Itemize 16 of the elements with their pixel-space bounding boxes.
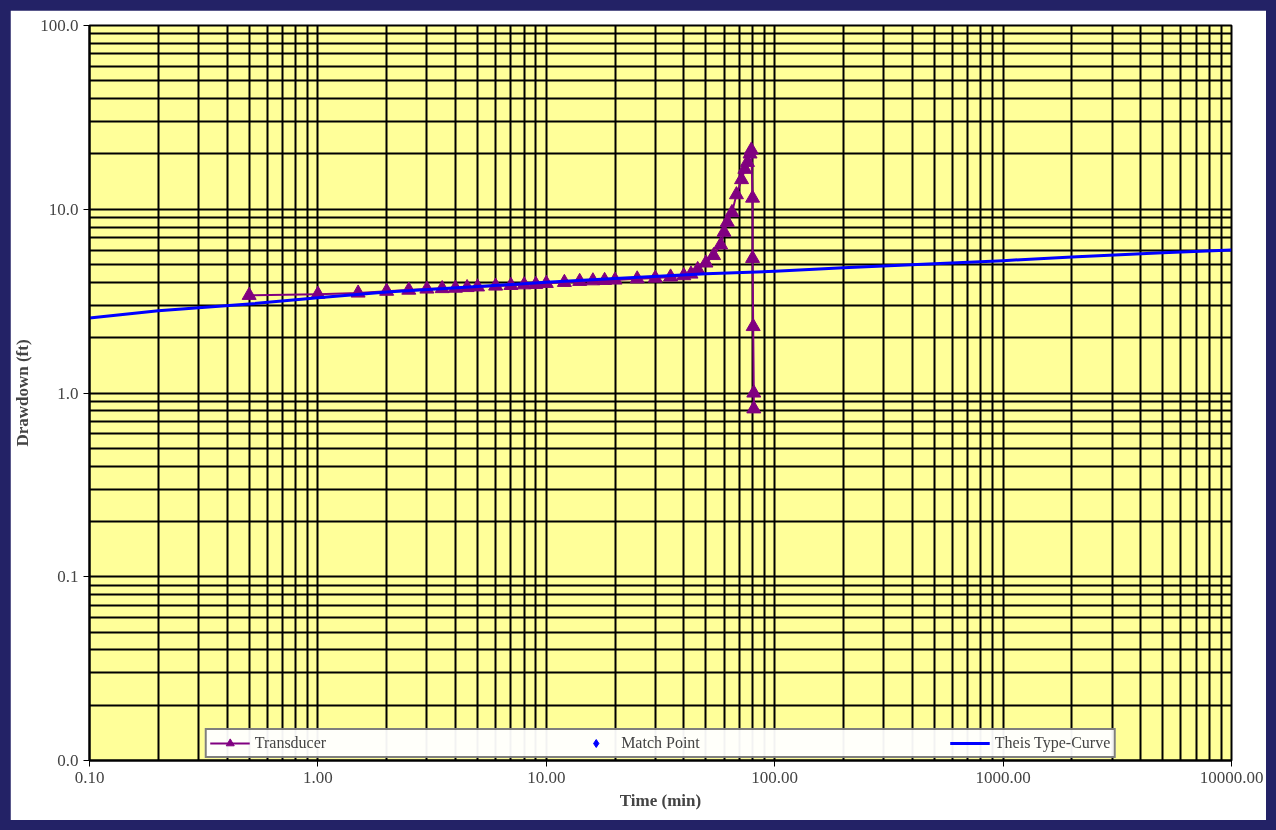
x-tick-label: 0.10 — [74, 767, 105, 787]
x-axis-title: Time (min) — [619, 790, 702, 810]
y-tick-label: 100.0 — [40, 16, 79, 35]
x-tick-label: 10.00 — [527, 767, 566, 787]
legend-label: Match Point — [621, 734, 700, 752]
x-tick-label: 100.00 — [751, 767, 799, 787]
legend-label: Theis Type-Curve — [994, 734, 1111, 752]
x-tick-label: 1000.00 — [975, 767, 1031, 787]
y-axis-title: Drawdown (ft) — [13, 339, 33, 447]
x-tick-label: 1.00 — [303, 767, 333, 787]
y-tick-label: 0.1 — [57, 567, 79, 587]
legend-label: Transducer — [254, 734, 327, 752]
y-tick-label: 1.0 — [57, 383, 79, 403]
x-tick-label: 10000.00 — [1199, 767, 1264, 787]
y-tick-label: 0.0 — [57, 751, 79, 770]
y-tick-label: 10.0 — [48, 199, 79, 219]
